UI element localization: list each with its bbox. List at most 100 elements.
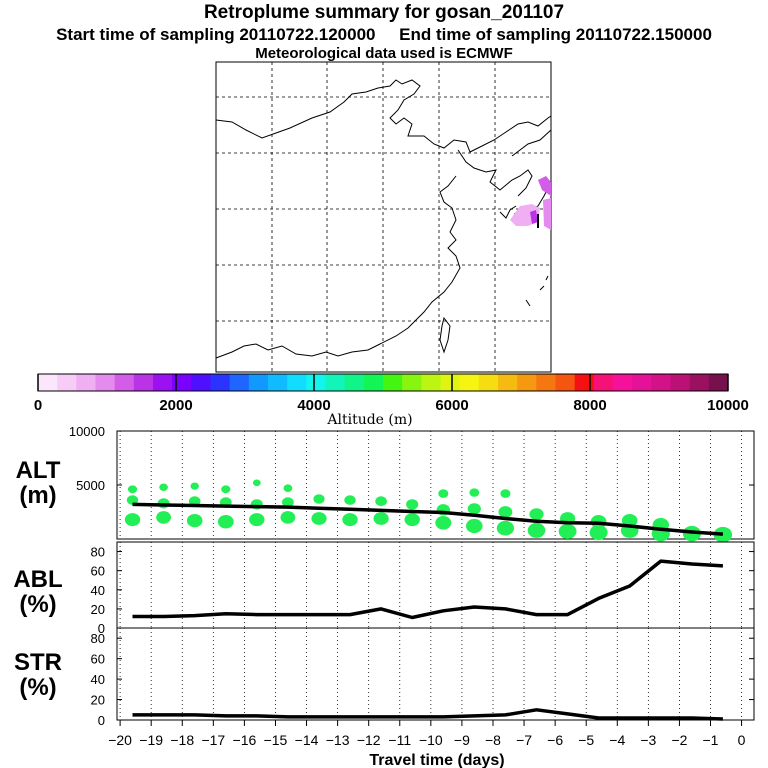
plume-particle-point: [344, 495, 356, 505]
abl-series-line: [132, 559, 724, 620]
sampling-times: Start time of sampling 20110722.120000 E…: [0, 25, 768, 45]
plume-particle-point: [527, 522, 546, 538]
plume-particle-point: [589, 524, 608, 541]
altitude-colorbar: [37, 373, 729, 392]
colorbar-swatch: [689, 374, 710, 391]
str-panel-label: STR: [14, 649, 62, 676]
y-tick-label: 10000: [69, 424, 105, 439]
colorbar-swatch: [268, 374, 288, 391]
str-series-line: [132, 708, 723, 721]
colorbar-swatch: [363, 374, 384, 391]
colorbar-swatch: [95, 374, 116, 391]
plume-particle-point: [406, 499, 419, 510]
alt-panel: 5000 10000: [69, 424, 755, 543]
plume-particle-point: [500, 489, 511, 498]
str-panel-unit: (%): [19, 674, 56, 701]
y-tick-label: 40: [91, 583, 105, 598]
x-tick-label: −11: [388, 732, 411, 748]
alt-series-line: [132, 502, 724, 536]
map-gridlines: [216, 62, 551, 372]
colorbar-swatch: [210, 374, 231, 391]
colorbar-swatch: [459, 374, 480, 391]
plume-particle-point: [126, 495, 139, 505]
plume-particle-point: [375, 496, 387, 507]
colorbar-swatch: [613, 374, 633, 391]
colorbar-tick-label: 8000: [573, 397, 606, 414]
met-data-label: Meteorological data used is ECMWF: [255, 45, 513, 62]
colorbar-tick-label: 10000: [707, 397, 749, 414]
colorbar-swatch: [344, 374, 365, 391]
colorbar-swatch: [229, 374, 250, 391]
y-tick-label: 0: [98, 621, 105, 636]
colorbar-tick-label: 2000: [159, 397, 192, 414]
colorbar-swatch: [191, 374, 211, 391]
plume-particle-point: [282, 497, 294, 508]
plume-particle-point: [713, 526, 733, 543]
plume-particle-point: [280, 511, 296, 524]
plume-particle-point: [188, 496, 201, 507]
colorbar-swatch: [536, 374, 556, 391]
colorbar-title: Altitude (m): [326, 412, 412, 428]
map-panel: [215, 61, 552, 373]
colorbar-swatch: [287, 374, 307, 391]
y-tick-label: 0: [98, 713, 105, 728]
colorbar-swatch: [402, 374, 422, 391]
plume-particle-point: [496, 520, 514, 536]
plume-particle-point: [221, 485, 231, 494]
colorbar-swatch: [440, 374, 461, 391]
x-axis: −20 −19 −18 −17 −16 −15 −14 −13 −12 −11 −10 −9 −8 −7−…: [108, 720, 746, 748]
colorbar-swatch: [153, 374, 173, 391]
colorbar-swatch: [114, 374, 135, 391]
x-tick-label: −1: [703, 732, 719, 748]
colorbar-tick-label: 4000: [297, 397, 330, 414]
abl-panel-label: ABL: [13, 566, 62, 593]
colorbar-swatch: [632, 374, 652, 391]
plume-particle-point: [311, 512, 327, 525]
x-tick-label: −19: [139, 732, 163, 748]
x-tick-label: −2: [671, 732, 687, 748]
plume-particle-point: [249, 513, 265, 527]
x-tick-label: −6: [547, 732, 563, 748]
x-tick-label: −5: [578, 732, 594, 748]
x-tick-label: −8: [485, 732, 501, 748]
colorbar-swatch: [574, 374, 595, 391]
plume-particle-point: [469, 488, 480, 497]
y-tick-label: 40: [91, 672, 105, 687]
end-time-label: End time of sampling 20110722.150000: [399, 25, 712, 44]
colorbar-swatch: [708, 374, 729, 391]
str-panel-frame: [116, 627, 755, 721]
colorbar-swatch: [478, 374, 499, 391]
colorbar-swatch: [248, 374, 269, 391]
colorbar-swatch: [421, 374, 441, 391]
plume-particle-point: [127, 485, 138, 494]
abl-panel-unit: (%): [19, 591, 56, 618]
colorbar-swatch: [593, 374, 614, 391]
plume-footprint: [510, 176, 551, 230]
plume-particle-point: [498, 506, 513, 518]
colorbar-swatch: [498, 374, 518, 391]
map-frame: [215, 61, 552, 373]
plume-particle-point: [342, 513, 358, 527]
y-tick-label: 60: [91, 652, 105, 667]
colorbar-swatch: [517, 374, 537, 391]
chart-title: Retroplume summary for gosan_201107: [203, 2, 565, 23]
colorbar-tick-labels: 0 2000 4000 6000 8000 10000: [34, 374, 749, 414]
x-axis-label: Travel time (days): [369, 752, 504, 768]
x-tick-label: −13: [326, 732, 350, 748]
plume-particle-point: [186, 514, 203, 528]
plume-particle-point: [529, 508, 544, 521]
x-tick-label: 0: [738, 732, 746, 748]
y-tick-label: 5000: [76, 478, 105, 493]
y-tick-label: 20: [91, 602, 105, 617]
colorbar-swatch: [651, 374, 671, 391]
x-tick-label: −18: [170, 732, 194, 748]
y-tick-label: 80: [91, 631, 105, 646]
y-tick-label: 60: [91, 564, 105, 579]
colorbar-swatch: [670, 374, 691, 391]
alt-panel-unit: (m): [19, 482, 56, 509]
plume-particle-point: [252, 479, 261, 487]
colorbar-swatch: [133, 374, 154, 391]
plume-particle-point: [438, 489, 449, 498]
plume-particle-point: [159, 483, 168, 491]
